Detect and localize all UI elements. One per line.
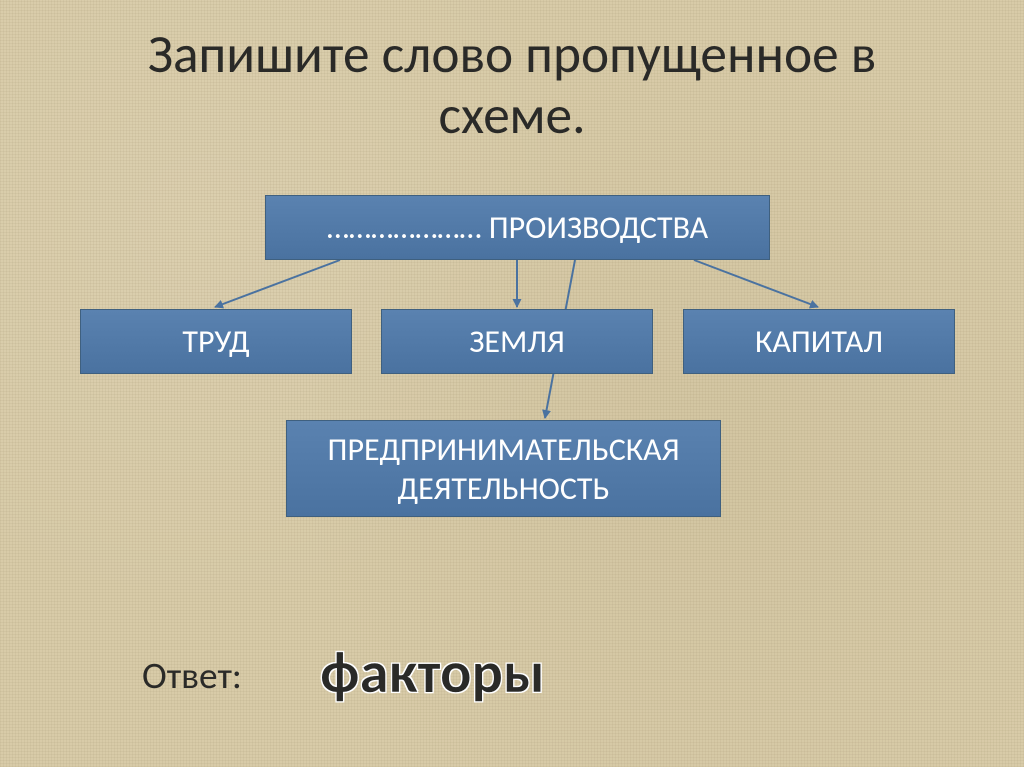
title-line-2: схеме. [0,85,1024,146]
diagram-box-right: КАПИТАЛ [683,309,955,374]
slide-canvas: Запишите слово пропущенное в схеме. …………… [0,0,1024,767]
slide-title: Запишите слово пропущенное в схеме. [0,24,1024,147]
diagram-box-bottom: ПРЕДПРИНИМАТЕЛЬСКАЯ ДЕЯТЕЛЬНОСТЬ [286,420,721,517]
answer-word: факторы [320,636,545,708]
box-right-label: КАПИТАЛ [755,322,883,361]
diagram-box-left: ТРУД [80,309,352,374]
box-top-label: ………………… ПРОИЗВОДСТВА [327,208,708,247]
answer-label: Ответ: [142,653,242,699]
diagram-box-top: ………………… ПРОИЗВОДСТВА [265,195,770,260]
box-left-label: ТРУД [182,322,249,361]
box-mid-label: ЗЕМЛЯ [469,322,564,361]
title-line-1: Запишите слово пропущенное в [0,24,1024,85]
box-bottom-label: ПРЕДПРИНИМАТЕЛЬСКАЯ ДЕЯТЕЛЬНОСТЬ [295,430,712,508]
diagram-box-middle: ЗЕМЛЯ [381,309,653,374]
